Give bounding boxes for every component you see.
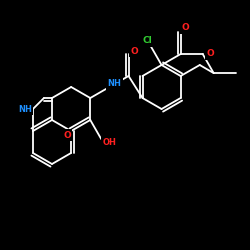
Text: O: O — [131, 46, 138, 56]
Text: O: O — [63, 130, 71, 140]
Text: Cl: Cl — [143, 36, 152, 45]
Text: O: O — [207, 50, 214, 58]
Text: NH: NH — [18, 104, 32, 114]
Text: O: O — [182, 24, 190, 32]
Text: OH: OH — [102, 138, 116, 147]
Text: NH: NH — [108, 80, 121, 88]
